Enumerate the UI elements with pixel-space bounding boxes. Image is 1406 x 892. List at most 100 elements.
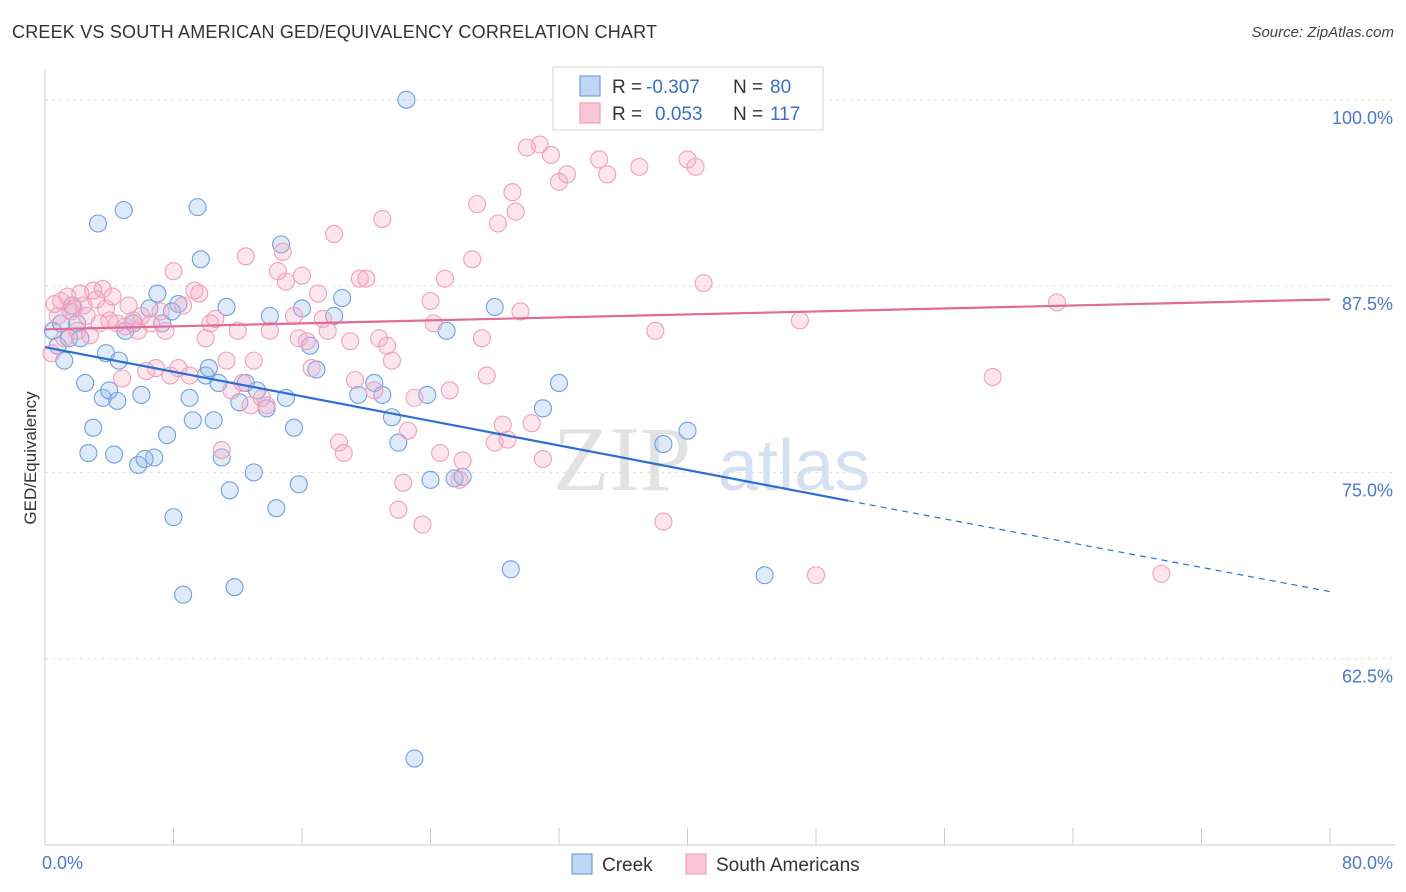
legend-n-value-creek: 80 [770,77,791,98]
south-americans-point-88 [463,250,482,269]
south-americans-point-75 [382,351,402,370]
y-tick-labels: 100.0% 87.5% 75.0% 62.5% [1332,108,1393,687]
creek-point-59 [397,90,416,109]
series-legend: Creek South Americans [571,853,860,876]
creek-point-76 [217,297,236,317]
legend-n-label-creek: N = [733,77,763,98]
creek-point-32 [188,198,207,217]
creek-point-67 [501,560,520,579]
south-americans-point-31 [156,321,175,340]
south-americans-point-82 [424,314,443,333]
creek-point-49 [284,418,304,437]
south-americans-point-107 [590,150,609,169]
south-americans-point-42 [212,440,231,460]
chart-source: Source: ZipAtlas.com [1251,24,1394,41]
x-tick-label-0: 0.0% [42,853,83,873]
creek-trend-extension [848,500,1331,593]
south-americans-point-65 [329,433,348,452]
south-americans-point-33 [164,262,183,281]
south-americans-point-52 [260,321,279,340]
south-americans-point-103 [541,145,561,165]
south-americans-point-116 [790,311,809,330]
south-americans-point-118 [983,367,1002,387]
south-americans-point-111 [646,321,665,340]
creek-point-15 [105,445,124,464]
legend-swatch-creek [579,75,601,97]
south-americans-point-91 [477,366,496,385]
creek-point-68 [533,399,552,418]
creek-point-31 [183,411,202,430]
south-americans-point-51 [257,396,276,415]
creek-point-65 [453,467,472,486]
south-americans-point-43 [217,351,236,370]
creek-point-21 [132,385,151,404]
y-tick-label-0: 100.0% [1332,108,1393,128]
south-americans-point-85 [440,381,459,400]
bottom-swatch-south [685,853,707,875]
south-americans-point-59 [297,332,316,351]
creek-point-12 [93,388,112,407]
south-americans-point-110 [630,157,649,176]
creek-point-10 [84,418,103,437]
legend-n-value-south: 117 [770,104,800,125]
y-tick-label-2: 75.0% [1342,480,1393,500]
south-americans-point-83 [431,443,450,463]
creek-point-53 [325,306,344,325]
south-americans-point-105 [557,165,577,184]
south-americans-point-102 [533,449,552,469]
south-americans-point-48 [241,396,260,415]
south-americans-point-87 [453,451,472,470]
creek-point-66 [485,297,504,317]
south-americans-point-100 [522,414,541,433]
south-americans-point-35 [174,296,193,315]
south-americans-point-101 [530,135,549,154]
watermark: ZIP atlas [553,408,870,510]
y-axis-title: GED/Equivalency [21,391,40,525]
south-americans-point-70 [357,269,376,288]
creek-point-8 [76,373,95,393]
south-americans-point-73 [373,209,392,229]
creek-trend-line [44,346,849,502]
south-americans-point-67 [341,332,360,351]
creek-point-24 [148,284,167,303]
south-americans-point-78 [398,421,418,440]
south-americans-point-47 [236,247,255,266]
axes [44,70,1395,846]
south-americans-point-81 [421,291,440,311]
south-americans-point-41 [206,309,225,328]
legend-r-value-south: 0.053 [655,104,703,125]
creek-point-9 [79,443,98,463]
creek-point-72 [755,566,774,585]
south-americans-point-71 [365,381,384,400]
south-americans-point-63 [318,321,337,340]
creek-point-60 [405,749,424,768]
south-americans-trend-line [44,298,1331,331]
south-americans-point-97 [506,202,525,221]
south-americans-point-38 [190,284,209,303]
south-americans-point-112 [654,512,673,531]
south-americans-point-90 [472,329,491,348]
creek-point-11 [88,214,108,233]
creek-point-46 [267,499,286,518]
creek-point-26 [158,426,177,445]
south-americans-point-80 [413,515,432,534]
south-americans-point-93 [488,214,508,233]
bottom-legend-south: South Americans [716,855,860,876]
legend-n-label-south: N = [733,104,763,125]
legend-r-label-south: R = [612,104,642,125]
south-americans-point-98 [511,302,530,321]
creek-point-69 [549,373,569,393]
y-tick-label-3: 62.5% [1342,667,1393,687]
south-americans-point-119 [1047,293,1066,312]
creek-point-50 [289,475,308,494]
south-americans-point-120 [1152,564,1171,583]
correlation-legend: R = -0.307 N = 80 R = 0.053 N = 117 [552,66,824,131]
creek-point-39 [220,481,239,500]
south-americans-point-76 [389,500,408,519]
creek-point-36 [204,411,223,430]
south-americans-point-16 [93,280,112,299]
south-americans-point-56 [284,306,304,325]
creek-point-35 [199,359,218,378]
south-americans-point-68 [345,370,365,390]
